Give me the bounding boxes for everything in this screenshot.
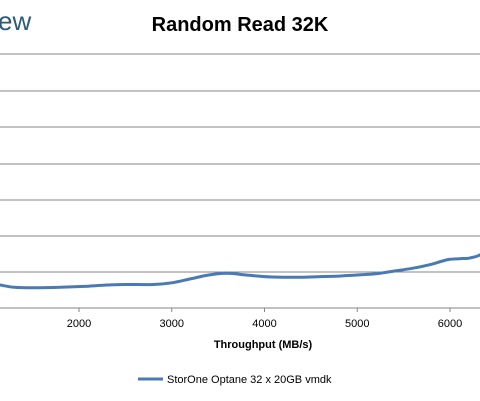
header-fragment: ew	[0, 6, 32, 36]
chart-title: Random Read 32K	[151, 14, 329, 36]
x-tick-label: 3000	[160, 318, 184, 330]
x-axis-label: Throughput (MB/s)	[214, 339, 313, 351]
x-tick-label: 4000	[252, 318, 276, 330]
x-tick-label: 5000	[345, 318, 369, 330]
x-tick-label: 2000	[67, 318, 91, 330]
legend-label: StorOne Optane 32 x 20GB vmdk	[167, 374, 332, 386]
x-tick-label: 6000	[438, 318, 462, 330]
x-tick-labels: 2000 3000 4000 5000 6000	[67, 308, 462, 330]
gridlines	[0, 53, 480, 273]
series-line	[0, 253, 480, 290]
